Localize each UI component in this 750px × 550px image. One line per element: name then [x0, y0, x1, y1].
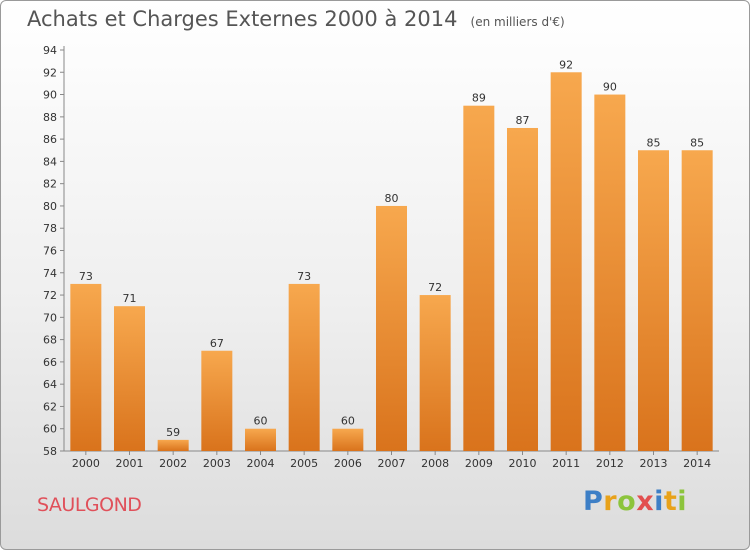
value-label: 71 [123, 292, 137, 305]
bar [550, 72, 582, 452]
y-tick-label: 84 [43, 155, 57, 168]
chart-title: Achats et Charges Externes 2000 à 2014 [27, 7, 458, 31]
x-tick-label: 2004 [247, 457, 275, 470]
y-tick-label: 82 [43, 178, 57, 191]
x-tick-label: 2008 [421, 457, 449, 470]
y-tick-label: 68 [43, 334, 57, 347]
x-tick-label: 2011 [552, 457, 580, 470]
logo-letter: r [603, 486, 618, 517]
bar [288, 283, 320, 451]
logo-letter: x [636, 486, 655, 517]
x-tick-label: 2013 [640, 457, 668, 470]
bar [332, 428, 364, 451]
bar [681, 150, 713, 451]
x-tick-label: 2000 [72, 457, 100, 470]
commune-name: SAULGOND [37, 494, 142, 516]
x-tick-label: 2007 [378, 457, 406, 470]
y-tick-label: 80 [43, 200, 57, 213]
bar [376, 205, 407, 451]
bar [157, 439, 189, 451]
bar [245, 428, 276, 451]
x-tick-label: 2005 [290, 457, 318, 470]
y-tick-label: 60 [43, 423, 57, 436]
bars [70, 72, 713, 452]
y-tick-label: 94 [43, 44, 57, 57]
value-label: 85 [647, 136, 661, 149]
value-label: 80 [385, 192, 399, 205]
x-tick-label: 2002 [159, 457, 187, 470]
x-tick-label: 2006 [334, 457, 362, 470]
value-label: 67 [210, 337, 224, 350]
y-tick-label: 86 [43, 133, 57, 146]
bar [463, 105, 495, 451]
value-label: 73 [79, 270, 93, 283]
axes: 58 60 62 64 66 68 70 72 74 76 78 80 82 84 86 88 90 92 94 [43, 44, 719, 458]
y-tick-label: 72 [43, 289, 57, 302]
y-tick-label: 78 [43, 222, 57, 235]
y-tick-label: 58 [43, 445, 57, 458]
value-label: 60 [341, 415, 355, 428]
y-tick-label: 92 [43, 66, 57, 79]
title-row: Achats et Charges Externes 2000 à 2014 (… [27, 7, 565, 31]
value-label: 59 [166, 426, 180, 439]
x-tick-label: 2003 [203, 457, 231, 470]
x-tick-label: 2010 [509, 457, 537, 470]
chart-unit: (en milliers d'€) [470, 15, 565, 29]
bar [70, 283, 102, 451]
bar [419, 295, 451, 451]
y-tick-label: 66 [43, 356, 57, 369]
logo-letter: i [654, 486, 664, 517]
y-tick-label: 74 [43, 267, 57, 280]
value-label: 90 [603, 81, 617, 94]
x-tick-label: 2014 [683, 457, 711, 470]
y-tick-label: 90 [43, 89, 57, 102]
y-tick-label: 88 [43, 111, 57, 124]
x-tick-label: 2009 [465, 457, 493, 470]
bar [114, 306, 145, 451]
value-label: 92 [559, 58, 573, 71]
y-tick-label: 62 [43, 400, 57, 413]
logo-letter: i [677, 486, 688, 517]
bar [638, 150, 669, 451]
value-label: 60 [254, 415, 268, 428]
proxiti-logo: Proxiti [583, 486, 687, 517]
value-label: 87 [516, 114, 530, 127]
value-label: 85 [690, 136, 704, 149]
bar [594, 94, 626, 452]
x-tick-label: 2001 [116, 457, 144, 470]
value-label: 89 [472, 92, 486, 105]
logo-letter: P [583, 486, 604, 517]
logo-letter: t [663, 486, 678, 517]
value-label: 73 [297, 270, 311, 283]
bar [507, 127, 538, 451]
y-tick-label: 76 [43, 245, 57, 258]
y-tick-label: 70 [43, 311, 57, 324]
bar [201, 350, 233, 451]
logo-letter: o [617, 486, 637, 517]
x-tick-label: 2012 [596, 457, 624, 470]
value-label: 72 [428, 281, 442, 294]
y-tick-label: 64 [43, 378, 57, 391]
labels: 2000 73 2001 71 2002 59 2003 67 2004 60 2005 73 2006… [72, 58, 711, 470]
